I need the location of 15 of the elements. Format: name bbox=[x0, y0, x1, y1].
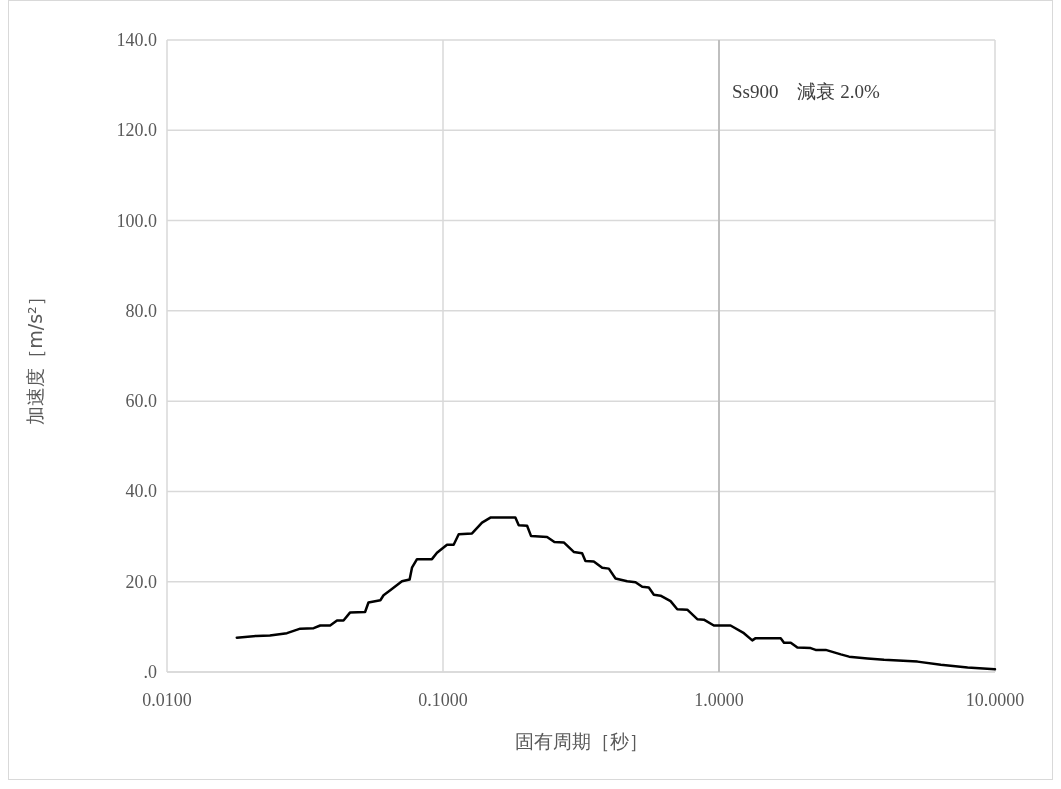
y-tick-label: 120.0 bbox=[116, 120, 157, 141]
x-tick-label: 0.0100 bbox=[142, 690, 192, 710]
y-tick-label: 80.0 bbox=[125, 300, 157, 321]
x-tick-label: 0.1000 bbox=[418, 690, 468, 710]
y-axis-title: 加速度［m/s²］ bbox=[24, 287, 46, 425]
y-tick-label: 100.0 bbox=[116, 210, 157, 231]
x-axis-title: 固有周期［秒］ bbox=[514, 730, 648, 752]
y-tick-label: 60.0 bbox=[125, 391, 157, 412]
y-tick-label: 140.0 bbox=[116, 30, 157, 50]
y-tick-label: 20.0 bbox=[125, 571, 157, 592]
annotation: Ss900 減衰 2.0% bbox=[732, 81, 880, 102]
x-tick-label: 1.0000 bbox=[694, 690, 744, 710]
y-tick-label: .0 bbox=[143, 662, 157, 682]
y-tick-label: 40.0 bbox=[125, 481, 157, 502]
x-tick-label: 10.0000 bbox=[965, 690, 1025, 710]
